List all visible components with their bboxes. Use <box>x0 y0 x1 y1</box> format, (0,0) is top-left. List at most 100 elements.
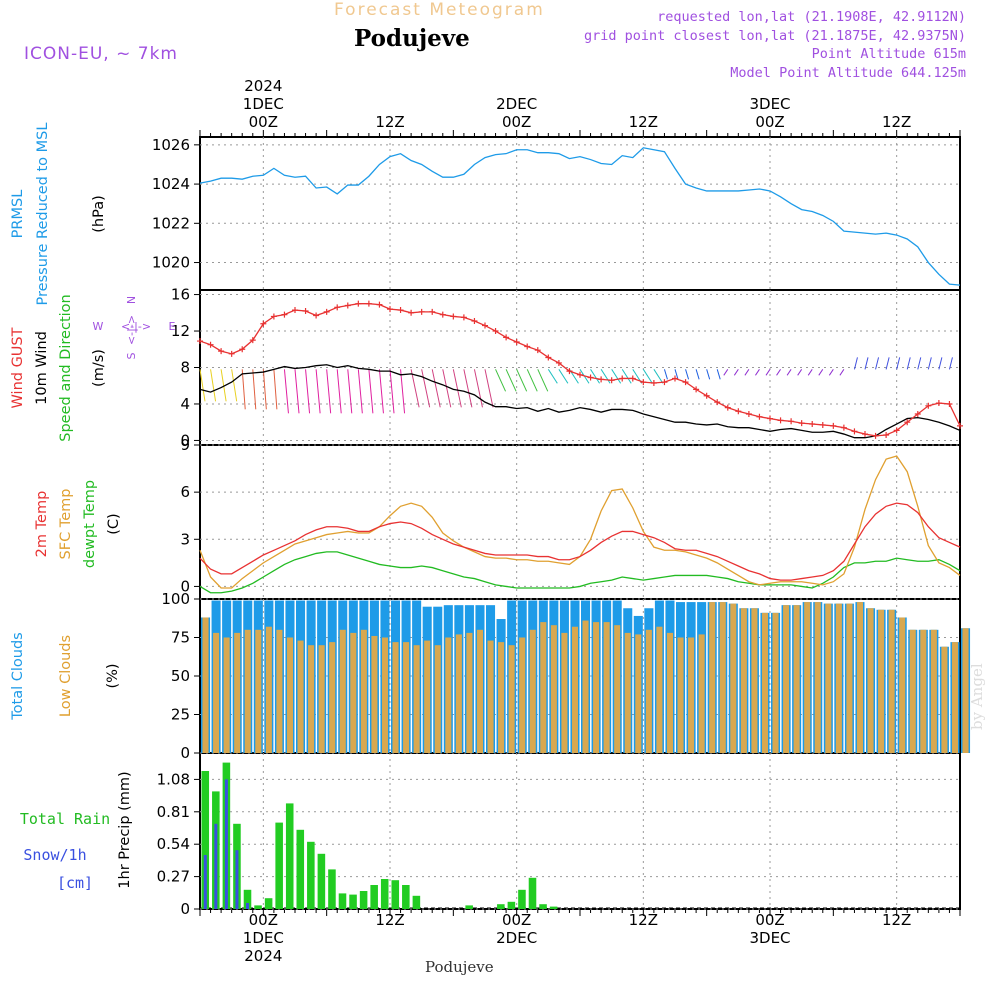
precip-legend-label: [cm] <box>57 874 93 892</box>
wind-direction-arrow <box>283 369 289 414</box>
wind-label: Wind GUST <box>10 327 26 408</box>
panel-frame-0 <box>199 136 961 291</box>
low-cloud-bar <box>899 617 906 753</box>
wind-tick-label: 8 <box>180 359 190 377</box>
temp-label: dewpt Temp <box>82 480 98 568</box>
low-cloud-bar <box>445 637 452 753</box>
time-label-top: 3DEC <box>749 95 790 113</box>
gust-marker <box>387 306 393 313</box>
wind-direction-arrow <box>442 369 452 408</box>
low-cloud-bar <box>666 632 673 753</box>
pressure-tick-label: 1024 <box>152 175 190 193</box>
model-label: ICON-EU, ~ 7km <box>24 44 178 64</box>
wind-direction-arrow <box>484 369 494 408</box>
low-cloud-bar <box>930 629 937 753</box>
gust-marker <box>450 313 457 320</box>
gust-marker <box>957 422 963 429</box>
gust-marker <box>893 427 900 434</box>
low-cloud-bar <box>793 605 800 753</box>
wind-direction-arrow <box>357 369 363 414</box>
wind-direction-arrow <box>400 369 406 414</box>
gust-marker <box>365 300 372 307</box>
low-cloud-bar <box>318 645 325 753</box>
precip-tick-label: 0.54 <box>157 835 190 853</box>
low-cloud-bar <box>761 612 768 753</box>
low-cloud-bar <box>888 609 895 753</box>
time-label-top: 2DEC <box>496 95 537 113</box>
model-altitude: Model Point Altitude 644.125m <box>730 65 966 81</box>
gust-marker <box>397 307 404 314</box>
wind-direction-arrow <box>305 369 311 414</box>
wind-direction-arrow <box>241 369 246 410</box>
low-cloud-bar <box>381 637 388 753</box>
low-cloud-bar <box>413 645 420 753</box>
wind-direction-arrow <box>896 357 901 370</box>
time-label-bottom: 1DEC <box>243 929 284 947</box>
temp-label: 2m Temp <box>34 491 50 558</box>
snow-bar <box>246 903 249 909</box>
gust-marker <box>344 302 351 309</box>
wind-direction-arrow <box>410 369 420 408</box>
compass-ns: <-|-> <box>125 315 138 345</box>
low-cloud-bar <box>276 629 283 753</box>
wind-direction-arrow <box>906 357 911 370</box>
gust-marker <box>503 334 510 341</box>
low-cloud-bar <box>561 632 568 753</box>
low-cloud-bar <box>550 625 557 753</box>
rain-bar <box>296 829 305 909</box>
low-cloud-bar <box>856 602 863 753</box>
sfc-temp-line <box>199 455 961 589</box>
gust-marker <box>218 348 225 355</box>
clouds-tick-label: 25 <box>171 706 190 724</box>
wind-direction-arrow <box>818 369 824 376</box>
wind-direction-arrow <box>378 369 384 414</box>
time-label-bottom: 12Z <box>882 911 911 929</box>
point-altitude: Point Altitude 615m <box>811 46 966 62</box>
rain-bar <box>285 803 294 909</box>
clouds-tick-label: 50 <box>171 667 190 685</box>
wind-direction-arrow <box>695 369 700 380</box>
wind-direction-arrow <box>326 369 332 414</box>
time-label-top: 00Z <box>755 113 784 131</box>
wind-tick-label: 0 <box>180 431 190 449</box>
gust-marker <box>904 419 911 426</box>
gust-marker <box>313 312 320 319</box>
gust-marker <box>693 386 700 393</box>
snow-bar <box>224 779 228 909</box>
time-label-bottom: 2024 <box>244 947 282 965</box>
wind-direction-arrow <box>917 357 922 370</box>
low-cloud-bar <box>540 622 547 753</box>
low-cloud-bar <box>255 629 262 753</box>
wind-direction-arrow <box>537 369 549 392</box>
wind-tick-label: 16 <box>171 286 190 304</box>
gust-marker <box>471 318 478 324</box>
rain-bar <box>275 822 283 909</box>
rain-bar <box>254 905 262 909</box>
wind-direction-arrow <box>938 357 943 370</box>
low-cloud-bar <box>466 632 473 753</box>
low-cloud-bar <box>698 634 705 753</box>
gust-marker <box>524 343 531 350</box>
wind-direction-arrow <box>220 369 227 402</box>
time-label-bottom: 12Z <box>629 911 658 929</box>
wind-direction-arrow <box>473 369 483 408</box>
gust-marker <box>851 428 858 435</box>
low-cloud-bar <box>603 622 610 753</box>
gust-marker <box>767 415 773 422</box>
low-cloud-bar <box>730 603 737 753</box>
wind-direction-arrow <box>653 369 664 384</box>
temp-tick-label: 6 <box>180 483 190 501</box>
rain-bar <box>359 891 368 909</box>
gust-marker <box>460 314 467 321</box>
low-cloud-bar <box>424 640 431 753</box>
time-label-bottom: 12Z <box>375 911 404 929</box>
low-cloud-bar <box>223 637 230 753</box>
precip-tick-label: 0.27 <box>157 868 190 886</box>
wind-direction-arrow <box>828 369 834 376</box>
wind-direction-arrow <box>431 369 441 408</box>
low-cloud-bar <box>740 608 747 753</box>
gust-marker <box>872 432 879 439</box>
gust-marker <box>809 421 816 428</box>
wind-direction-arrow <box>199 369 206 402</box>
wind-direction-arrow <box>516 369 528 392</box>
